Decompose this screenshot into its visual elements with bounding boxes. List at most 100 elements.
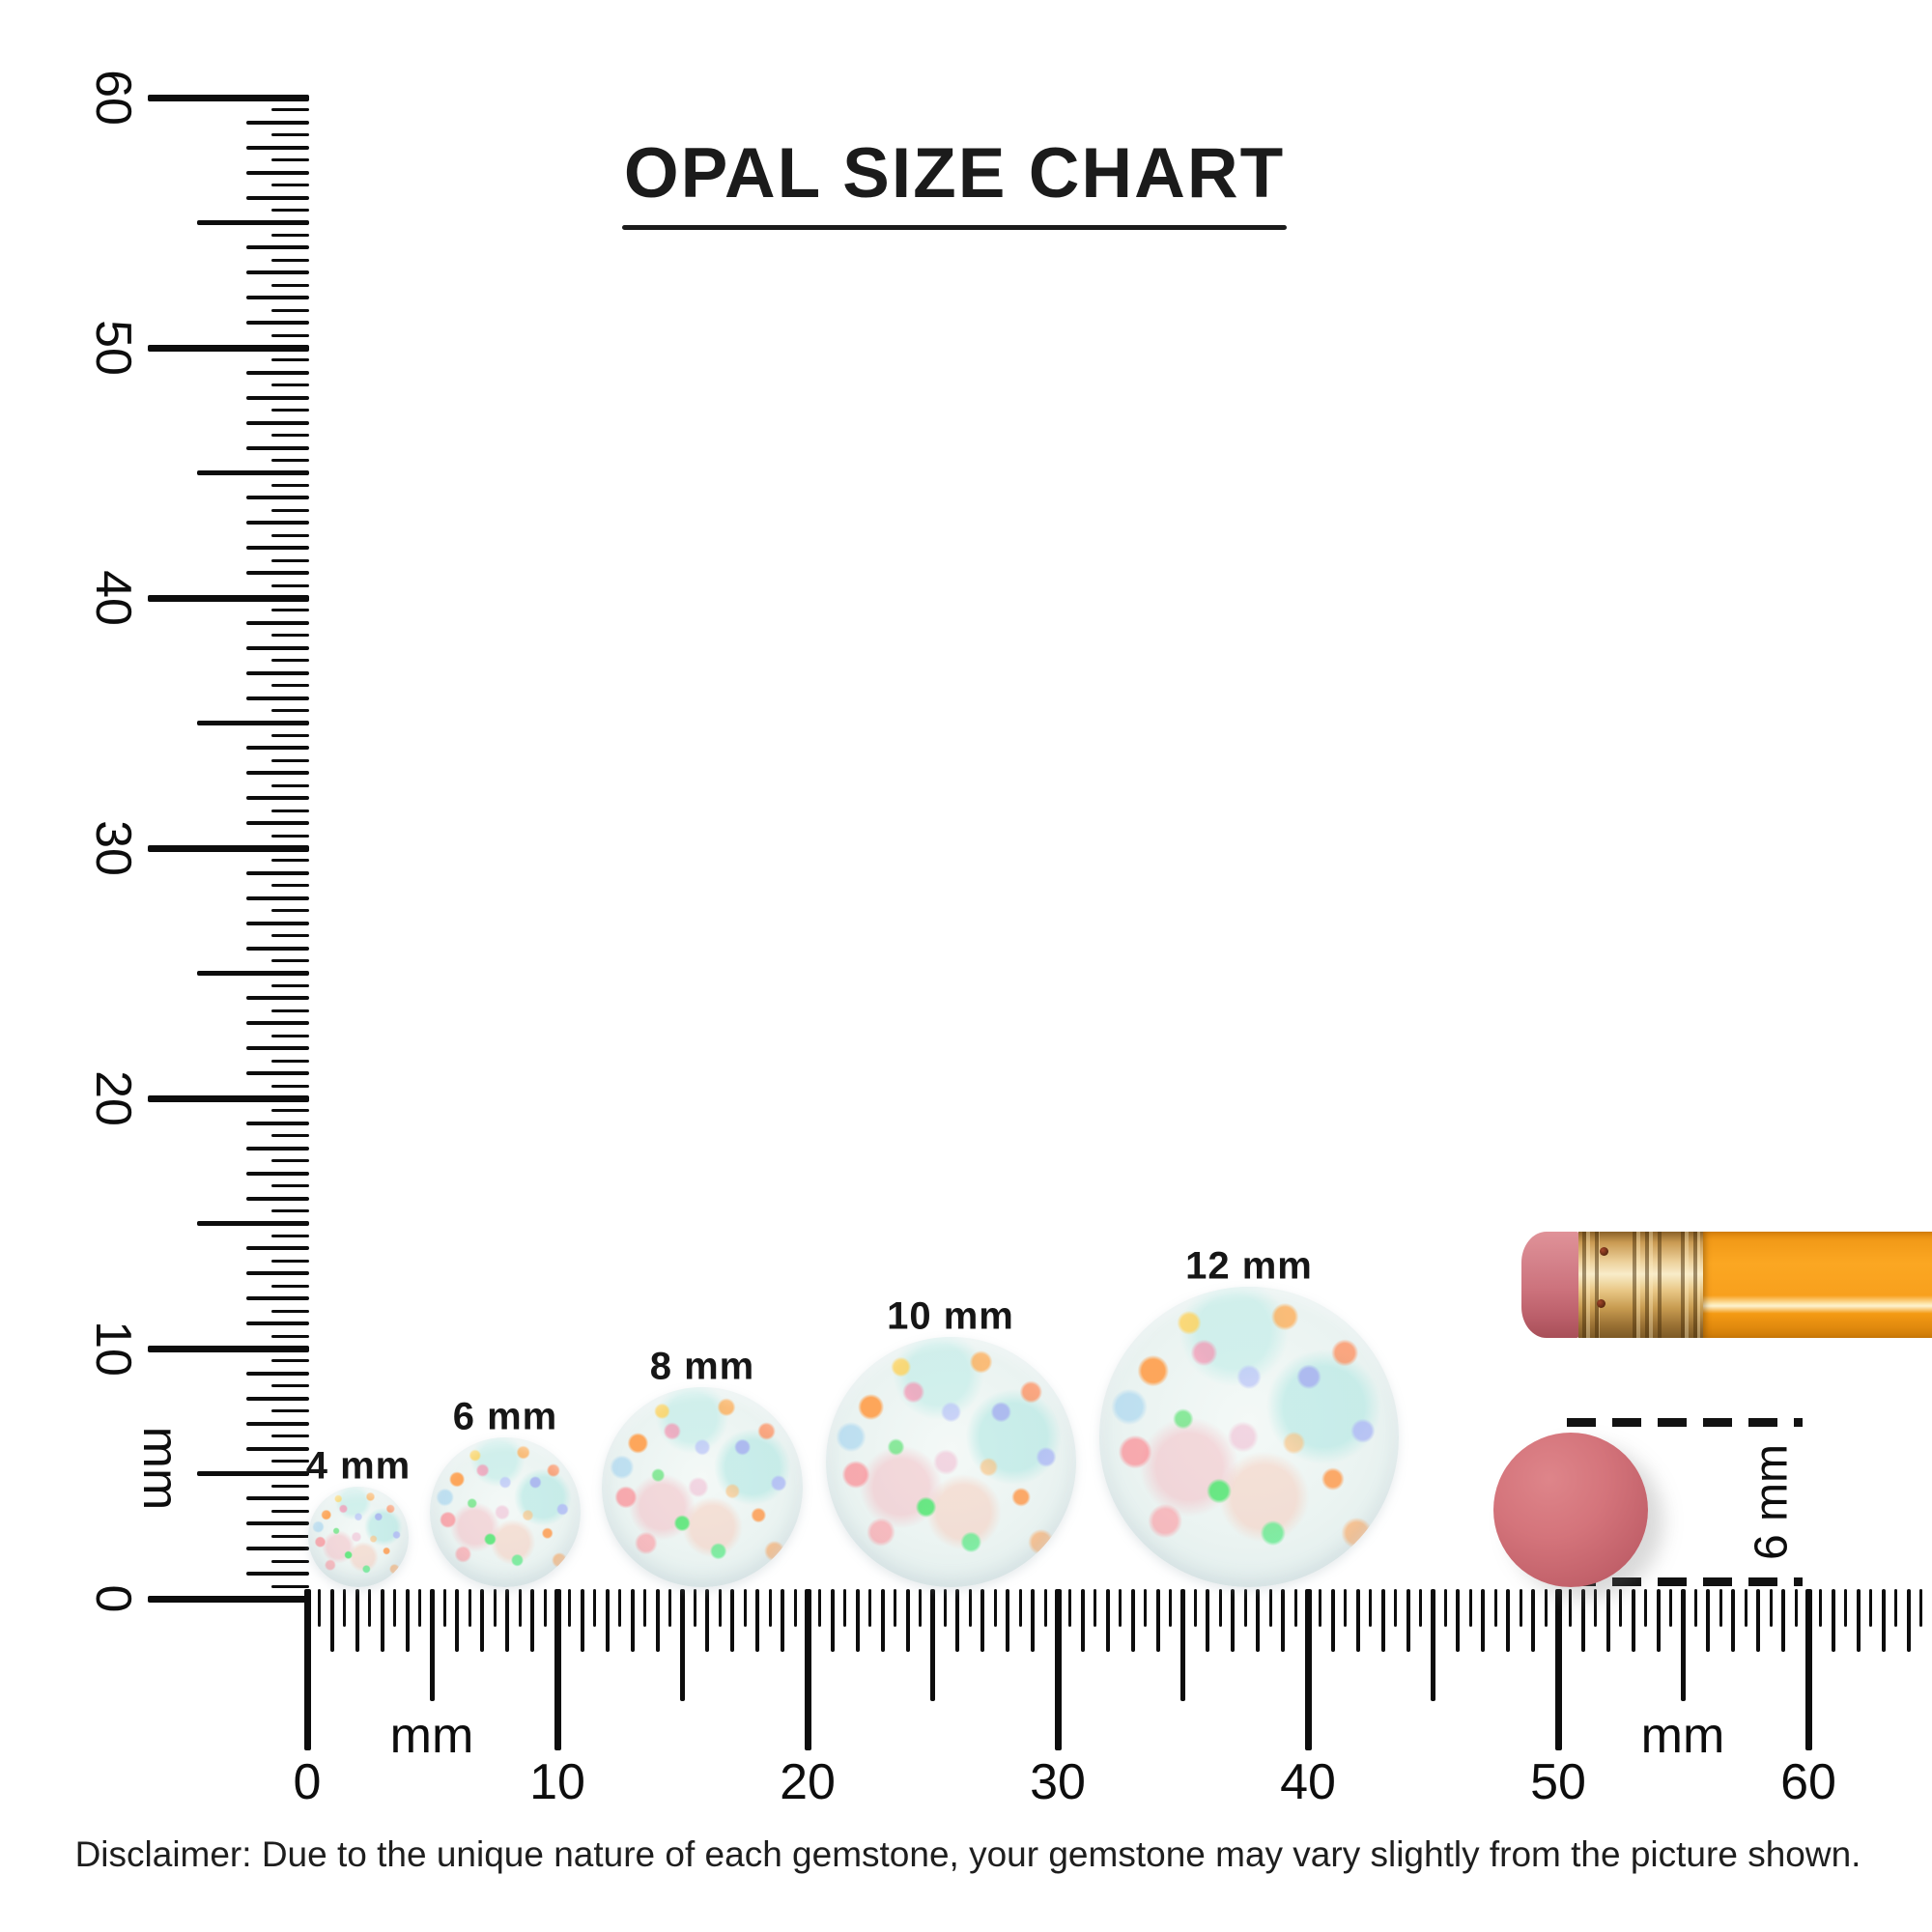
ruler-tick xyxy=(318,1589,322,1627)
ruler-tick xyxy=(271,1259,309,1263)
ruler-tick xyxy=(271,634,309,638)
ruler-tick xyxy=(1819,1589,1823,1627)
ruler-tick xyxy=(271,1209,309,1213)
opal-gem xyxy=(825,1337,1076,1587)
pencil-body xyxy=(1703,1232,1932,1338)
ruler-tick xyxy=(271,609,309,612)
ruler-tick xyxy=(246,120,309,125)
ruler-tick xyxy=(868,1589,872,1627)
ruler-tick xyxy=(246,1547,309,1551)
ruler-tick xyxy=(880,1589,885,1652)
ruler-tick xyxy=(246,645,309,650)
ruler-tick xyxy=(246,946,309,951)
ruler-tick xyxy=(246,921,309,925)
ruler-tick xyxy=(343,1589,347,1627)
pencil-eraser xyxy=(1521,1232,1579,1338)
ruler-tick xyxy=(1431,1589,1435,1701)
ruler-tick xyxy=(246,1071,309,1076)
ruler-tick xyxy=(1369,1589,1373,1627)
ruler-tick xyxy=(1681,1589,1686,1701)
ruler-tick xyxy=(894,1589,897,1627)
ruler-tick xyxy=(246,1196,309,1201)
ruler-tick xyxy=(271,859,309,863)
ruler-tick xyxy=(1656,1589,1661,1652)
ruler-tick xyxy=(405,1589,410,1652)
ruler-tick xyxy=(246,1246,309,1251)
ruler-tick xyxy=(1068,1589,1072,1627)
opal-gem xyxy=(1098,1287,1400,1587)
ruler-tick xyxy=(246,821,309,826)
ruler-tick xyxy=(271,783,309,787)
ruler-tick xyxy=(246,696,309,700)
ruler-tick xyxy=(246,620,309,625)
ruler-tick xyxy=(393,1589,397,1627)
ruler-tick xyxy=(1256,1589,1261,1652)
ruler-tick xyxy=(271,1584,309,1588)
ruler-tick xyxy=(271,1034,309,1037)
ruler-tick xyxy=(271,1509,309,1513)
opal-size-label: 8 mm xyxy=(649,1345,755,1388)
ruler-tick xyxy=(1206,1589,1210,1652)
ruler-tick xyxy=(1756,1589,1761,1652)
ruler-tick xyxy=(271,659,309,663)
ruler-tick xyxy=(1894,1589,1898,1627)
ruler-tick xyxy=(1355,1589,1360,1652)
ruler-tick xyxy=(580,1589,584,1652)
ruler-tick xyxy=(1344,1589,1348,1627)
opal-gem xyxy=(602,1386,803,1587)
ruler-tick xyxy=(1531,1589,1536,1652)
ruler-tick xyxy=(148,1094,309,1102)
ruler-tick xyxy=(303,1589,311,1750)
ruler-tick xyxy=(271,308,309,312)
ruler-tick xyxy=(1706,1589,1711,1652)
title-underline xyxy=(622,225,1287,230)
ruler-tick xyxy=(1018,1589,1022,1627)
ruler-tick xyxy=(1693,1589,1697,1627)
ruler-tick xyxy=(955,1589,960,1652)
ruler-tick xyxy=(246,1146,309,1151)
ruler-tick xyxy=(1769,1589,1773,1627)
ruler-tick xyxy=(905,1589,910,1652)
ruler-tick xyxy=(530,1589,535,1652)
ruler-tick xyxy=(1544,1589,1548,1627)
ruler-tick xyxy=(804,1589,811,1750)
ruler-tick xyxy=(271,108,309,112)
ruler-tick xyxy=(1231,1589,1236,1652)
ruler-tick xyxy=(246,746,309,751)
ruler-tick xyxy=(246,370,309,375)
ruler-tick xyxy=(246,1271,309,1276)
ruler-tick xyxy=(1406,1589,1410,1652)
vertical-ruler-number: 60 xyxy=(85,70,141,126)
ruler-tick xyxy=(1330,1589,1335,1652)
ruler-tick xyxy=(246,571,309,576)
ruler-tick xyxy=(246,1572,309,1577)
ruler-tick xyxy=(980,1589,985,1652)
ruler-tick xyxy=(618,1589,622,1627)
ruler-tick xyxy=(1580,1589,1585,1652)
ruler-tick xyxy=(1869,1589,1873,1627)
ruler-tick xyxy=(271,834,309,838)
ruler-tick xyxy=(246,395,309,400)
ruler-tick xyxy=(246,895,309,900)
ruler-tick xyxy=(442,1589,446,1627)
ruler-tick xyxy=(148,1595,309,1603)
ruler-tick xyxy=(246,1446,309,1451)
ruler-tick xyxy=(993,1589,997,1627)
ruler-tick xyxy=(743,1589,747,1627)
ruler-tick xyxy=(148,344,309,352)
horizontal-ruler-number: 30 xyxy=(1030,1754,1086,1810)
ruler-tick xyxy=(468,1589,471,1627)
vertical-ruler-number: 30 xyxy=(85,820,141,876)
ruler-tick xyxy=(1293,1589,1297,1627)
ruler-tick xyxy=(355,1589,359,1652)
ruler-tick xyxy=(605,1589,610,1652)
ruler-tick xyxy=(1554,1589,1562,1750)
ruler-tick xyxy=(246,1046,309,1051)
ruler-tick xyxy=(148,594,309,602)
ruler-tick xyxy=(630,1589,635,1652)
ruler-tick xyxy=(271,483,309,487)
ruler-tick xyxy=(1304,1589,1312,1750)
ruler-tick xyxy=(568,1589,572,1627)
ruler-tick xyxy=(246,1296,309,1301)
